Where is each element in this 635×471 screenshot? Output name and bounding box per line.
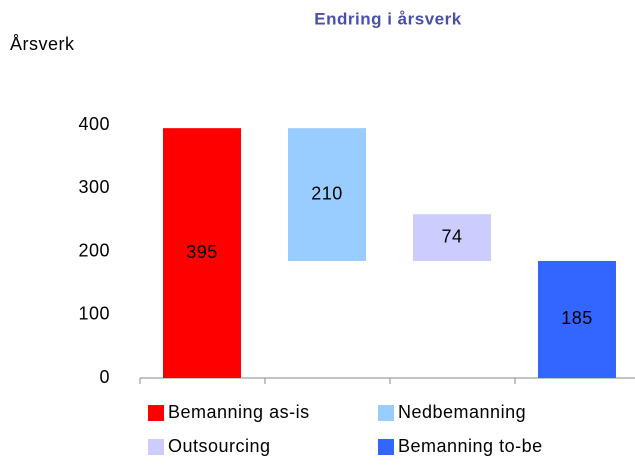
- bar: [538, 260, 616, 378]
- value-label: 185: [561, 308, 593, 328]
- legend-swatch: [148, 405, 164, 421]
- legend-label: Bemanning as-is: [168, 402, 310, 422]
- legend-swatch: [378, 439, 394, 455]
- y-tick-label: 200: [78, 240, 110, 260]
- bar: [413, 214, 491, 261]
- chart-title: Endring i årsverk: [314, 9, 461, 28]
- bar: [163, 128, 241, 378]
- y-tick-label: 0: [99, 367, 110, 387]
- value-label: 210: [311, 183, 343, 203]
- legend-label: Nedbemanning: [398, 402, 526, 422]
- legend-swatch: [148, 439, 164, 455]
- legend-label: Outsourcing: [168, 436, 271, 456]
- y-tick-label: 400: [78, 114, 110, 134]
- y-tick-label: 300: [78, 177, 110, 197]
- legend-swatch: [378, 405, 394, 421]
- value-label: 395: [186, 242, 218, 262]
- y-axis-label: Årsverk: [10, 34, 75, 54]
- legend-label: Bemanning to-be: [398, 436, 543, 456]
- bar: [288, 128, 366, 261]
- value-label: 74: [441, 226, 462, 246]
- y-tick-label: 100: [78, 304, 110, 324]
